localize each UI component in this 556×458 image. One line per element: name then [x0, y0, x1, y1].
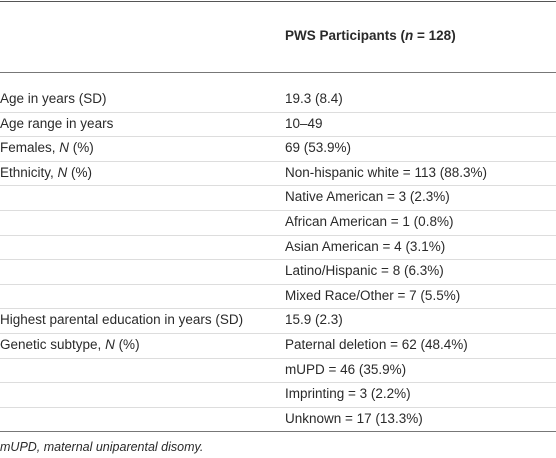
row-rule	[0, 234, 556, 236]
row-rule	[0, 185, 556, 187]
row-value: 15.9 (2.3)	[285, 312, 343, 328]
row-value: Paternal deletion = 62 (48.4%)	[285, 337, 468, 352]
row-label: Age in years (SD)	[0, 91, 107, 107]
text-segment: Ethnicity,	[0, 164, 58, 180]
row-rule	[0, 259, 556, 261]
row-rule	[0, 210, 556, 211]
row-rule	[0, 111, 556, 113]
text-segment: (%)	[114, 337, 140, 352]
row-rule	[0, 283, 556, 285]
row-label: Genetic subtype, N (%)	[0, 337, 140, 353]
row-value: mUPD = 46 (35.9%)	[285, 361, 407, 377]
row-value: Latino/Hispanic = 8 (6.3%)	[285, 263, 444, 279]
text-segment: N	[105, 337, 115, 352]
row-value: Non-hispanic white = 113 (88.3%)	[285, 164, 487, 180]
row-value: Imprinting = 3 (2.2%)	[285, 386, 411, 402]
text-segment: (%)	[69, 140, 94, 156]
row-rule	[0, 357, 556, 359]
text-segment: N	[59, 140, 70, 156]
row-rule	[0, 333, 556, 334]
row-label: Ethnicity, N (%)	[0, 165, 92, 181]
header-rule	[0, 72, 556, 73]
text-segment: (%)	[67, 164, 93, 180]
top-rule	[0, 1, 556, 2]
row-value: Mixed Race/Other = 7 (5.5%)	[285, 287, 461, 303]
row-rule	[0, 136, 556, 138]
text-segment: Age in years (SD)	[0, 91, 107, 106]
row-label: Age range in years	[0, 116, 113, 132]
row-value: African American = 1 (0.8%)	[285, 214, 454, 229]
row-value: Native American = 3 (2.3%)	[285, 189, 450, 205]
row-rule	[0, 308, 556, 310]
row-value: 69 (53.9%)	[285, 140, 352, 156]
row-value: 10–49	[285, 115, 323, 131]
row-label: Females, N (%)	[0, 140, 94, 156]
row-rule	[0, 160, 556, 162]
text-segment: = 128)	[413, 28, 456, 43]
bottom-rule	[0, 431, 556, 433]
row-rule	[0, 406, 556, 408]
column-header: PWS Participants (n = 128)	[285, 28, 456, 44]
text-segment: Age range in years	[0, 115, 114, 131]
row-value: 19.3 (8.4)	[285, 91, 343, 106]
footnote: mUPD, maternal uniparental disomy.	[0, 440, 204, 454]
text-segment: PWS Participants (	[285, 28, 406, 43]
text-segment: N	[57, 164, 68, 180]
row-label: Highest parental education in years (SD)	[0, 312, 243, 328]
text-segment: n	[405, 28, 414, 43]
text-segment: Genetic subtype,	[0, 337, 106, 352]
row-value: Asian American = 4 (3.1%)	[285, 238, 446, 254]
row-rule	[0, 382, 556, 384]
text-segment: Highest parental education in years (SD)	[0, 312, 244, 328]
text-segment: Females,	[0, 140, 60, 156]
row-value: Unknown = 17 (13.3%)	[285, 410, 423, 426]
